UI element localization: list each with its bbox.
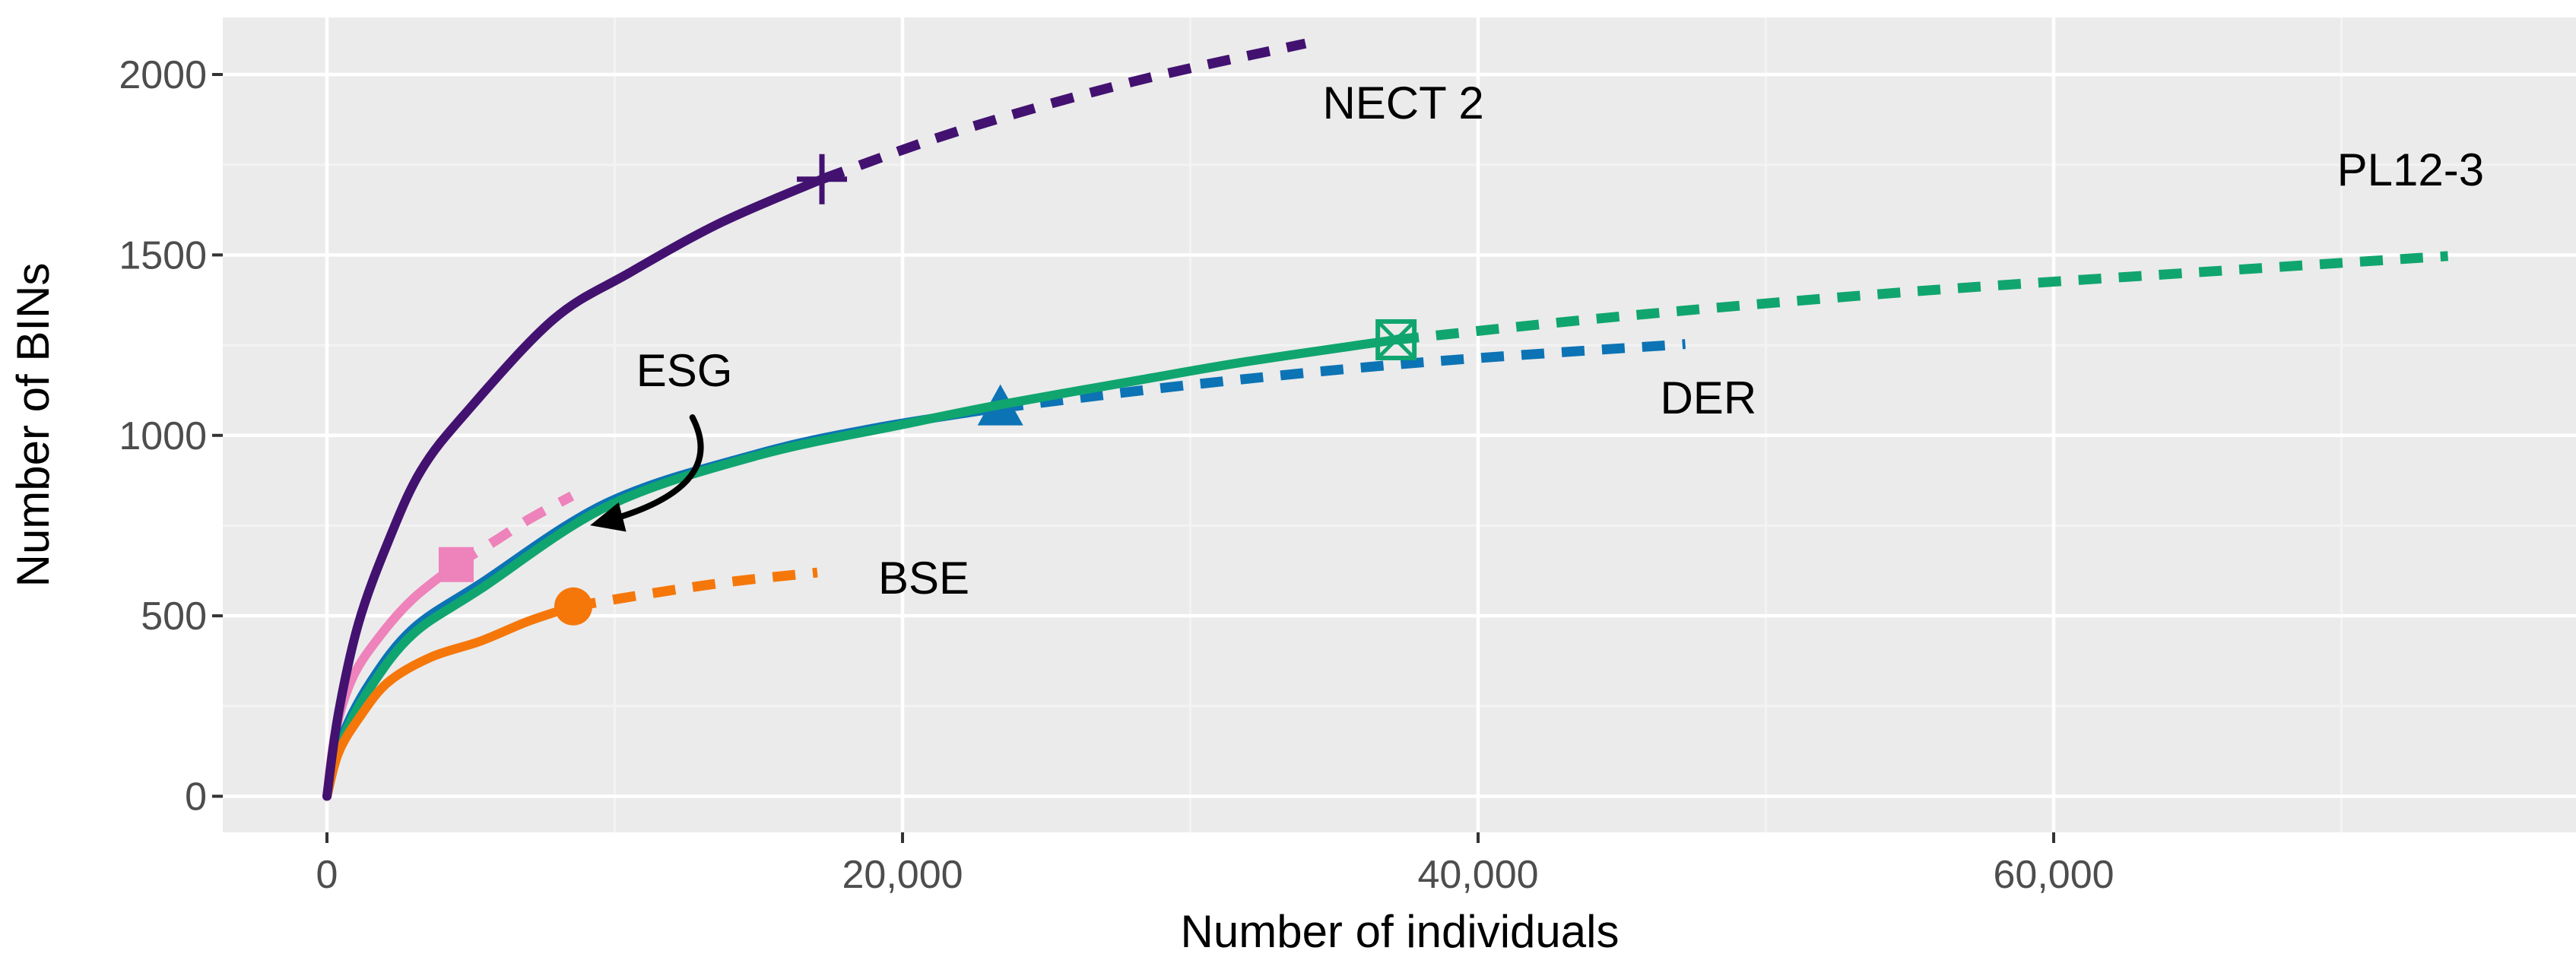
data-series <box>322 38 2448 801</box>
plus-marker-icon <box>797 154 848 204</box>
series-label-NECT-2: NECT 2 <box>1322 78 1483 128</box>
series-dashed-DER <box>999 339 1686 414</box>
series-label-PL12-3: PL12-3 <box>2337 144 2484 195</box>
x-axis-title: Number of individuals <box>1181 906 1620 957</box>
y-axis-title: Number of BINs <box>8 263 59 588</box>
y-tick-label: 2000 <box>119 53 207 97</box>
x-tick-label: 0 <box>316 853 338 897</box>
plot-panel <box>223 17 2576 832</box>
y-tick-label: 1000 <box>119 414 207 458</box>
crossed-square-marker-icon <box>1375 318 1417 360</box>
series-solid-BSE <box>322 601 579 801</box>
axes: 0 20,000 40,000 60,000 0 500 1000 1500 2000 <box>119 53 2114 897</box>
series-labels: ESG DER PL12-3 BSE NECT 2 <box>590 78 2484 604</box>
x-tick-label: 60,000 <box>1993 853 2114 897</box>
series-solid-PL12-3 <box>322 334 1401 801</box>
y-tick-label: 1500 <box>119 233 207 277</box>
square-marker-icon <box>438 547 474 582</box>
panel-background <box>223 17 2576 832</box>
label-pointer-arrow <box>590 414 704 532</box>
series-dashed-PL12-3 <box>1395 251 2448 345</box>
series-label-ESG: ESG <box>636 345 733 396</box>
x-tick-label: 20,000 <box>842 853 963 897</box>
crossed-square-marker-icon <box>1376 320 1416 360</box>
series-solid-NECT-2 <box>322 174 827 801</box>
y-tick-label: 0 <box>185 775 207 819</box>
y-tick-label: 500 <box>141 594 207 639</box>
x-tick-label: 40,000 <box>1417 853 1538 897</box>
series-dashed-BSE <box>572 567 818 612</box>
circle-marker-icon <box>554 587 593 626</box>
series-label-BSE: BSE <box>878 553 969 604</box>
series-label-DER: DER <box>1660 372 1756 423</box>
series-dashed-NECT-2 <box>820 38 1307 184</box>
